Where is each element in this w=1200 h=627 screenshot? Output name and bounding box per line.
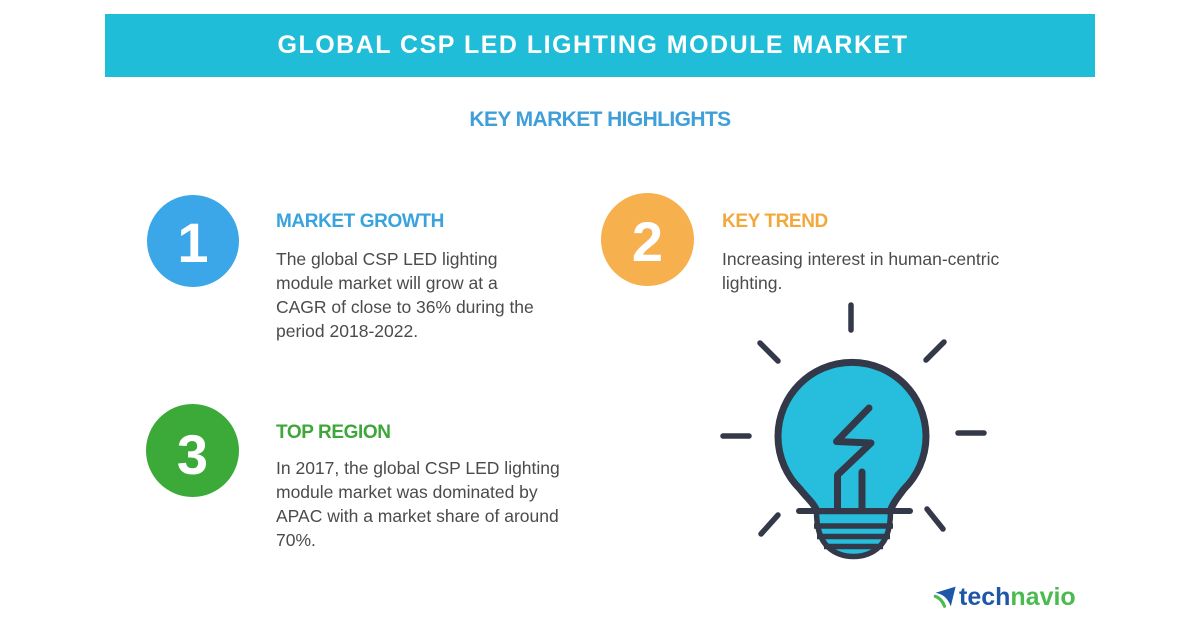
svg-text:technavio: technavio (959, 583, 1076, 611)
